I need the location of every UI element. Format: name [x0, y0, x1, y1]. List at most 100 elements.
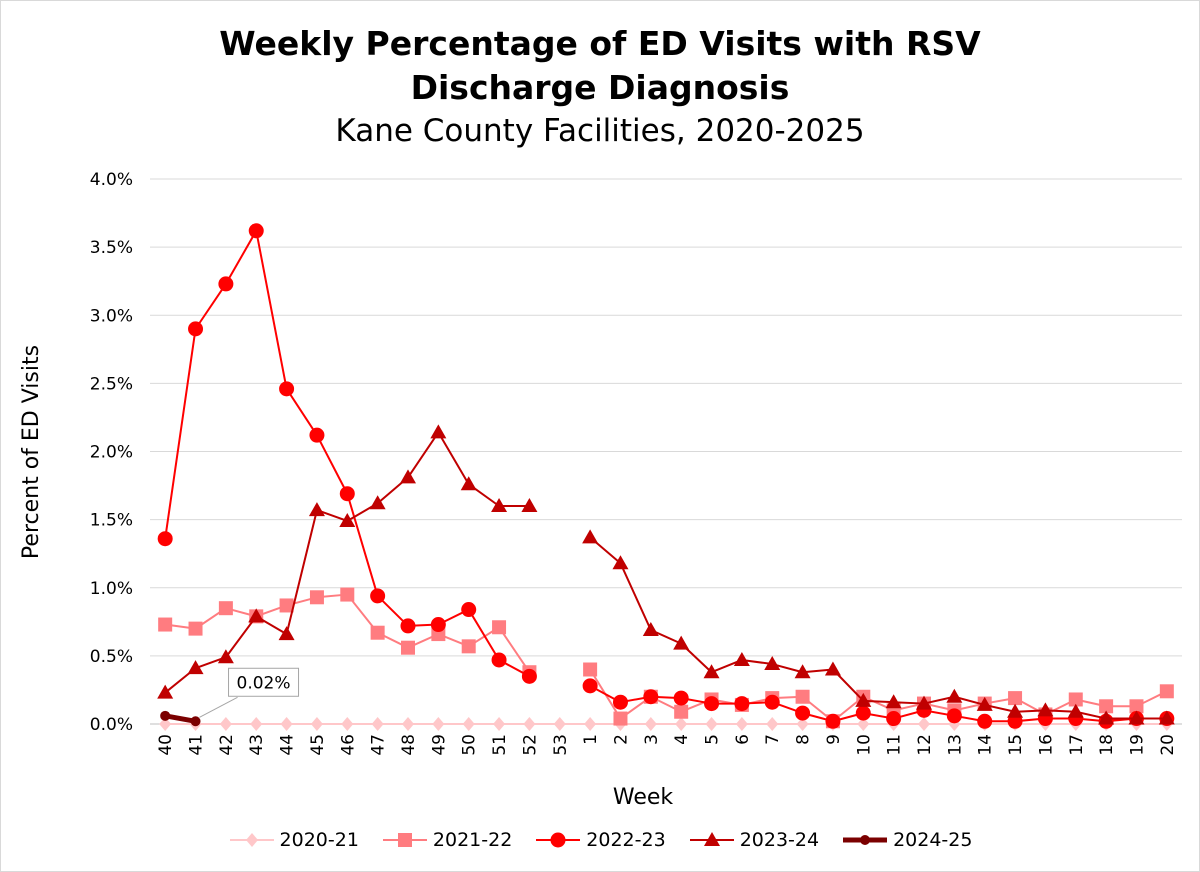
x-tick-label: 46 — [338, 734, 358, 756]
data-point — [582, 678, 598, 694]
data-point — [977, 713, 993, 729]
annotation-leader — [199, 696, 238, 718]
data-point — [764, 656, 781, 671]
data-point — [248, 608, 265, 623]
x-tick-label: 11 — [885, 734, 905, 756]
data-point — [673, 690, 689, 706]
legend-label: 2020-21 — [279, 829, 359, 851]
y-tick-label: 2.0% — [90, 443, 133, 463]
data-point — [1099, 699, 1114, 714]
data-point — [643, 689, 659, 705]
data-point — [218, 601, 233, 616]
y-tick-label: 0.5% — [90, 647, 133, 667]
series-line — [164, 431, 531, 694]
x-tick-label: 50 — [460, 734, 480, 756]
data-point — [523, 717, 536, 731]
y-tick-label: 3.5% — [90, 238, 133, 258]
x-tick-label: 45 — [308, 734, 328, 756]
data-point — [734, 696, 750, 712]
data-point — [1008, 691, 1023, 706]
x-tick-labels: 40 41 42 43 44 45 46 47 48 49 50 51 52 53 1 2 3 4 5 6 7 8 9 10 1… — [156, 734, 1178, 756]
x-tick-label: 5 — [703, 734, 723, 745]
data-point — [339, 512, 356, 527]
legend-marker — [550, 832, 566, 848]
chart-title: Weekly Percentage of ED Visits with RSV … — [0, 22, 1200, 110]
data-point — [794, 664, 811, 679]
data-point — [190, 716, 201, 727]
y-axis-label: Percent of ED Visits — [19, 345, 44, 559]
data-point — [764, 694, 780, 710]
data-point — [280, 717, 293, 731]
x-tick-label: 42 — [217, 734, 237, 756]
x-tick-label: 13 — [945, 734, 965, 756]
data-point — [157, 684, 174, 699]
data-point — [371, 717, 384, 731]
data-point — [521, 498, 538, 512]
data-point — [218, 276, 234, 292]
data-point — [158, 617, 173, 632]
data-point — [461, 639, 476, 654]
legend-label: 2024-25 — [893, 829, 973, 851]
data-point — [521, 668, 537, 684]
data-point — [188, 321, 204, 337]
annotation-box — [228, 667, 300, 697]
data-point — [584, 717, 597, 731]
data-point — [369, 495, 386, 510]
data-point — [491, 498, 508, 512]
x-tick-label: 3 — [642, 734, 662, 745]
x-tick-label: 6 — [733, 734, 753, 745]
x-axis-label: Week — [613, 785, 674, 810]
x-tick-label: 14 — [976, 734, 996, 756]
legend-marker — [397, 833, 412, 847]
data-point — [188, 621, 203, 636]
data-point — [916, 695, 932, 710]
legend: 2020-21 2021-22 2022-23 2023-24 2024-25 — [0, 829, 1200, 851]
x-tick-label: 47 — [369, 734, 389, 756]
legend-swatch — [689, 832, 734, 846]
series-2021-22 — [158, 587, 1174, 729]
x-tick-label: 16 — [1036, 734, 1056, 756]
legend-item: 2020-21 — [228, 829, 359, 851]
data-point — [857, 717, 870, 731]
y-tick-labels: 0.0% 0.5% 1.0% 1.5% 2.0% 2.5% 3.0% 3.5% 4.0% — [90, 170, 133, 735]
chart-title-line2: Discharge Diagnosis — [410, 68, 790, 107]
gridlines — [150, 178, 1182, 725]
data-point — [400, 469, 416, 484]
data-point — [1129, 699, 1144, 714]
data-point — [1159, 684, 1174, 699]
x-tick-label: 8 — [794, 734, 814, 745]
data-point — [733, 651, 750, 666]
x-tick-label: 12 — [915, 734, 935, 756]
data-point — [279, 381, 295, 397]
x-tick-label: 1 — [581, 734, 601, 745]
x-tick-label: 43 — [247, 734, 267, 756]
data-point — [402, 717, 414, 731]
legend-marker — [703, 832, 720, 846]
legend-item: 2024-25 — [841, 829, 972, 851]
data-point — [493, 717, 506, 731]
series-2023-24 — [157, 424, 1175, 725]
data-point — [217, 649, 234, 664]
x-tick-label: 9 — [824, 734, 844, 745]
data-point — [1007, 703, 1024, 718]
x-tick-label: 19 — [1127, 734, 1147, 756]
data-point — [613, 711, 628, 726]
data-point — [432, 717, 445, 731]
chart-subtitle: Kane County Facilities, 2020-2025 — [335, 113, 865, 149]
x-tick-label: 48 — [399, 734, 419, 756]
x-tick-label: 17 — [1067, 734, 1087, 756]
x-tick-label: 18 — [1097, 734, 1117, 756]
series-line — [589, 536, 1168, 720]
data-point — [1067, 703, 1084, 718]
data-point — [461, 602, 477, 618]
data-point — [796, 717, 809, 731]
data-point — [825, 713, 841, 729]
legend-item: 2023-24 — [688, 829, 819, 851]
data-point — [824, 661, 841, 676]
data-point — [341, 717, 354, 731]
data-point — [1128, 710, 1145, 725]
x-tick-label: 53 — [551, 734, 571, 756]
data-point — [430, 617, 446, 633]
y-tick-label: 1.0% — [90, 579, 133, 599]
